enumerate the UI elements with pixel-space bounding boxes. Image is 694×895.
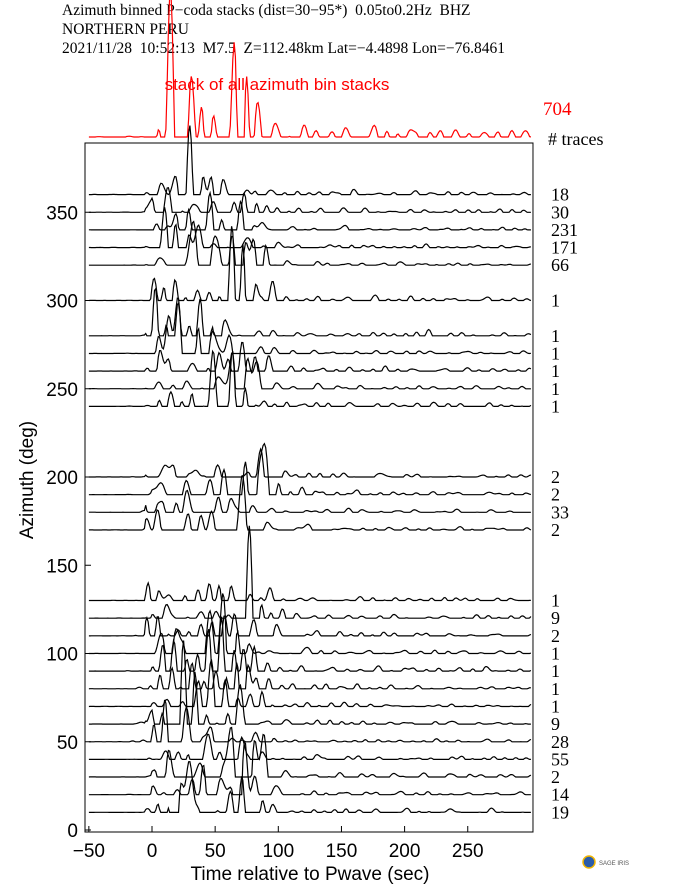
sage-iris-logo: SAGE IRIS <box>582 855 629 869</box>
trace-count-330: 171 <box>551 238 578 258</box>
trace-count-170: 2 <box>551 520 560 540</box>
azimuth-trace-80 <box>88 661 531 690</box>
chart-title: Azimuth binned P−coda stacks (dist=30−95… <box>62 2 471 19</box>
region-name: NORTHERN PERU <box>62 21 189 38</box>
event-info: 2021/11/28 10:52:13 M7.5 Z=112.48km Lat=… <box>62 40 505 57</box>
trace-count-10: 19 <box>551 802 569 822</box>
y-tick-label: 0 <box>67 821 78 842</box>
trace-count-190: 2 <box>551 485 560 505</box>
trace-count-70: 1 <box>551 696 560 716</box>
y-tick-label: 100 <box>46 645 78 666</box>
y-tick-label: 350 <box>46 203 78 224</box>
trace-count-20: 14 <box>551 785 569 805</box>
x-tick-label: −50 <box>73 841 105 862</box>
azimuth-trace-270 <box>88 297 531 355</box>
trace-count-30: 2 <box>551 767 560 787</box>
y-tick-label: 50 <box>57 733 78 754</box>
x-tick-label: 100 <box>262 841 294 862</box>
trace-count-270: 1 <box>551 343 560 363</box>
right-border <box>533 143 534 832</box>
azimuth-trace-350 <box>88 186 531 213</box>
trace-count-80: 1 <box>551 679 560 699</box>
azimuth-trace-130 <box>88 581 531 602</box>
trace-count-240: 1 <box>551 396 560 416</box>
azimuth-trace-40 <box>88 733 531 761</box>
azimuth-trace-180 <box>88 489 531 513</box>
trace-count-300: 1 <box>551 291 560 311</box>
x-tick-label: 200 <box>389 841 421 862</box>
trace-count-350: 30 <box>551 202 569 222</box>
stack-label: stack of all azimuth bin stacks <box>165 75 390 94</box>
azimuth-trace-280 <box>88 287 532 337</box>
azimuth-trace-120 <box>88 525 532 619</box>
azimuth-trace-30 <box>88 726 532 778</box>
trace-count-260: 1 <box>551 361 560 381</box>
azimuth-trace-90 <box>88 616 532 672</box>
azimuth-trace-190 <box>88 442 532 496</box>
trace-count-50: 28 <box>551 732 569 752</box>
azimuth-trace-250 <box>88 351 531 390</box>
traces-header: # traces <box>548 129 603 149</box>
y-tick-label: 300 <box>46 292 78 313</box>
azimuth-trace-240 <box>88 349 532 407</box>
azimuth-trace-60 <box>88 640 531 725</box>
trace-count-320: 66 <box>551 255 569 275</box>
azimuth-trace-200 <box>88 447 532 478</box>
azimuth-trace-70 <box>88 659 532 708</box>
trace-count-180: 33 <box>551 502 569 522</box>
azimuth-trace-340 <box>88 190 531 231</box>
azimuth-trace-330 <box>88 207 531 249</box>
trace-count-340: 231 <box>551 220 578 240</box>
stack-trace-count: 704 <box>543 99 572 120</box>
azimuth-trace-170 <box>88 474 532 531</box>
trace-count-200: 2 <box>551 467 560 487</box>
trace-count-100: 1 <box>551 644 560 664</box>
x-tick-label: 0 <box>147 841 158 862</box>
logo-text: SAGE IRIS <box>599 861 629 867</box>
y-tick-label: 150 <box>46 556 78 577</box>
plot-frame <box>84 142 534 833</box>
trace-count-60: 9 <box>551 714 560 734</box>
trace-count-360: 18 <box>551 185 569 205</box>
y-tick-label: 200 <box>46 468 78 489</box>
trace-count-120: 9 <box>551 608 560 628</box>
trace-count-40: 55 <box>551 749 569 769</box>
stack-trace <box>88 0 532 138</box>
azimuth-trace-10 <box>88 761 531 813</box>
trace-count-250: 1 <box>551 379 560 399</box>
azimuth-trace-320 <box>88 220 532 266</box>
x-axis-label: Time relative to Pwave (sec) <box>191 864 430 885</box>
azimuth-trace-300 <box>88 226 532 302</box>
trace-count-110: 2 <box>551 626 560 646</box>
azimuth-trace-20 <box>88 741 531 796</box>
azimuth-trace-100 <box>88 593 532 655</box>
trace-count-90: 1 <box>551 661 560 681</box>
trace-count-280: 1 <box>551 326 560 346</box>
y-tick-label: 250 <box>46 380 78 401</box>
x-tick-label: 250 <box>452 841 484 862</box>
y-axis-label: Azimuth (deg) <box>17 421 38 539</box>
x-tick-label: 50 <box>205 841 226 862</box>
azimuth-trace-260 <box>88 341 532 372</box>
azimuth-trace-360 <box>88 125 531 196</box>
trace-count-130: 1 <box>551 591 560 611</box>
azimuth-trace-50 <box>88 699 532 743</box>
x-tick-label: 150 <box>326 841 358 862</box>
